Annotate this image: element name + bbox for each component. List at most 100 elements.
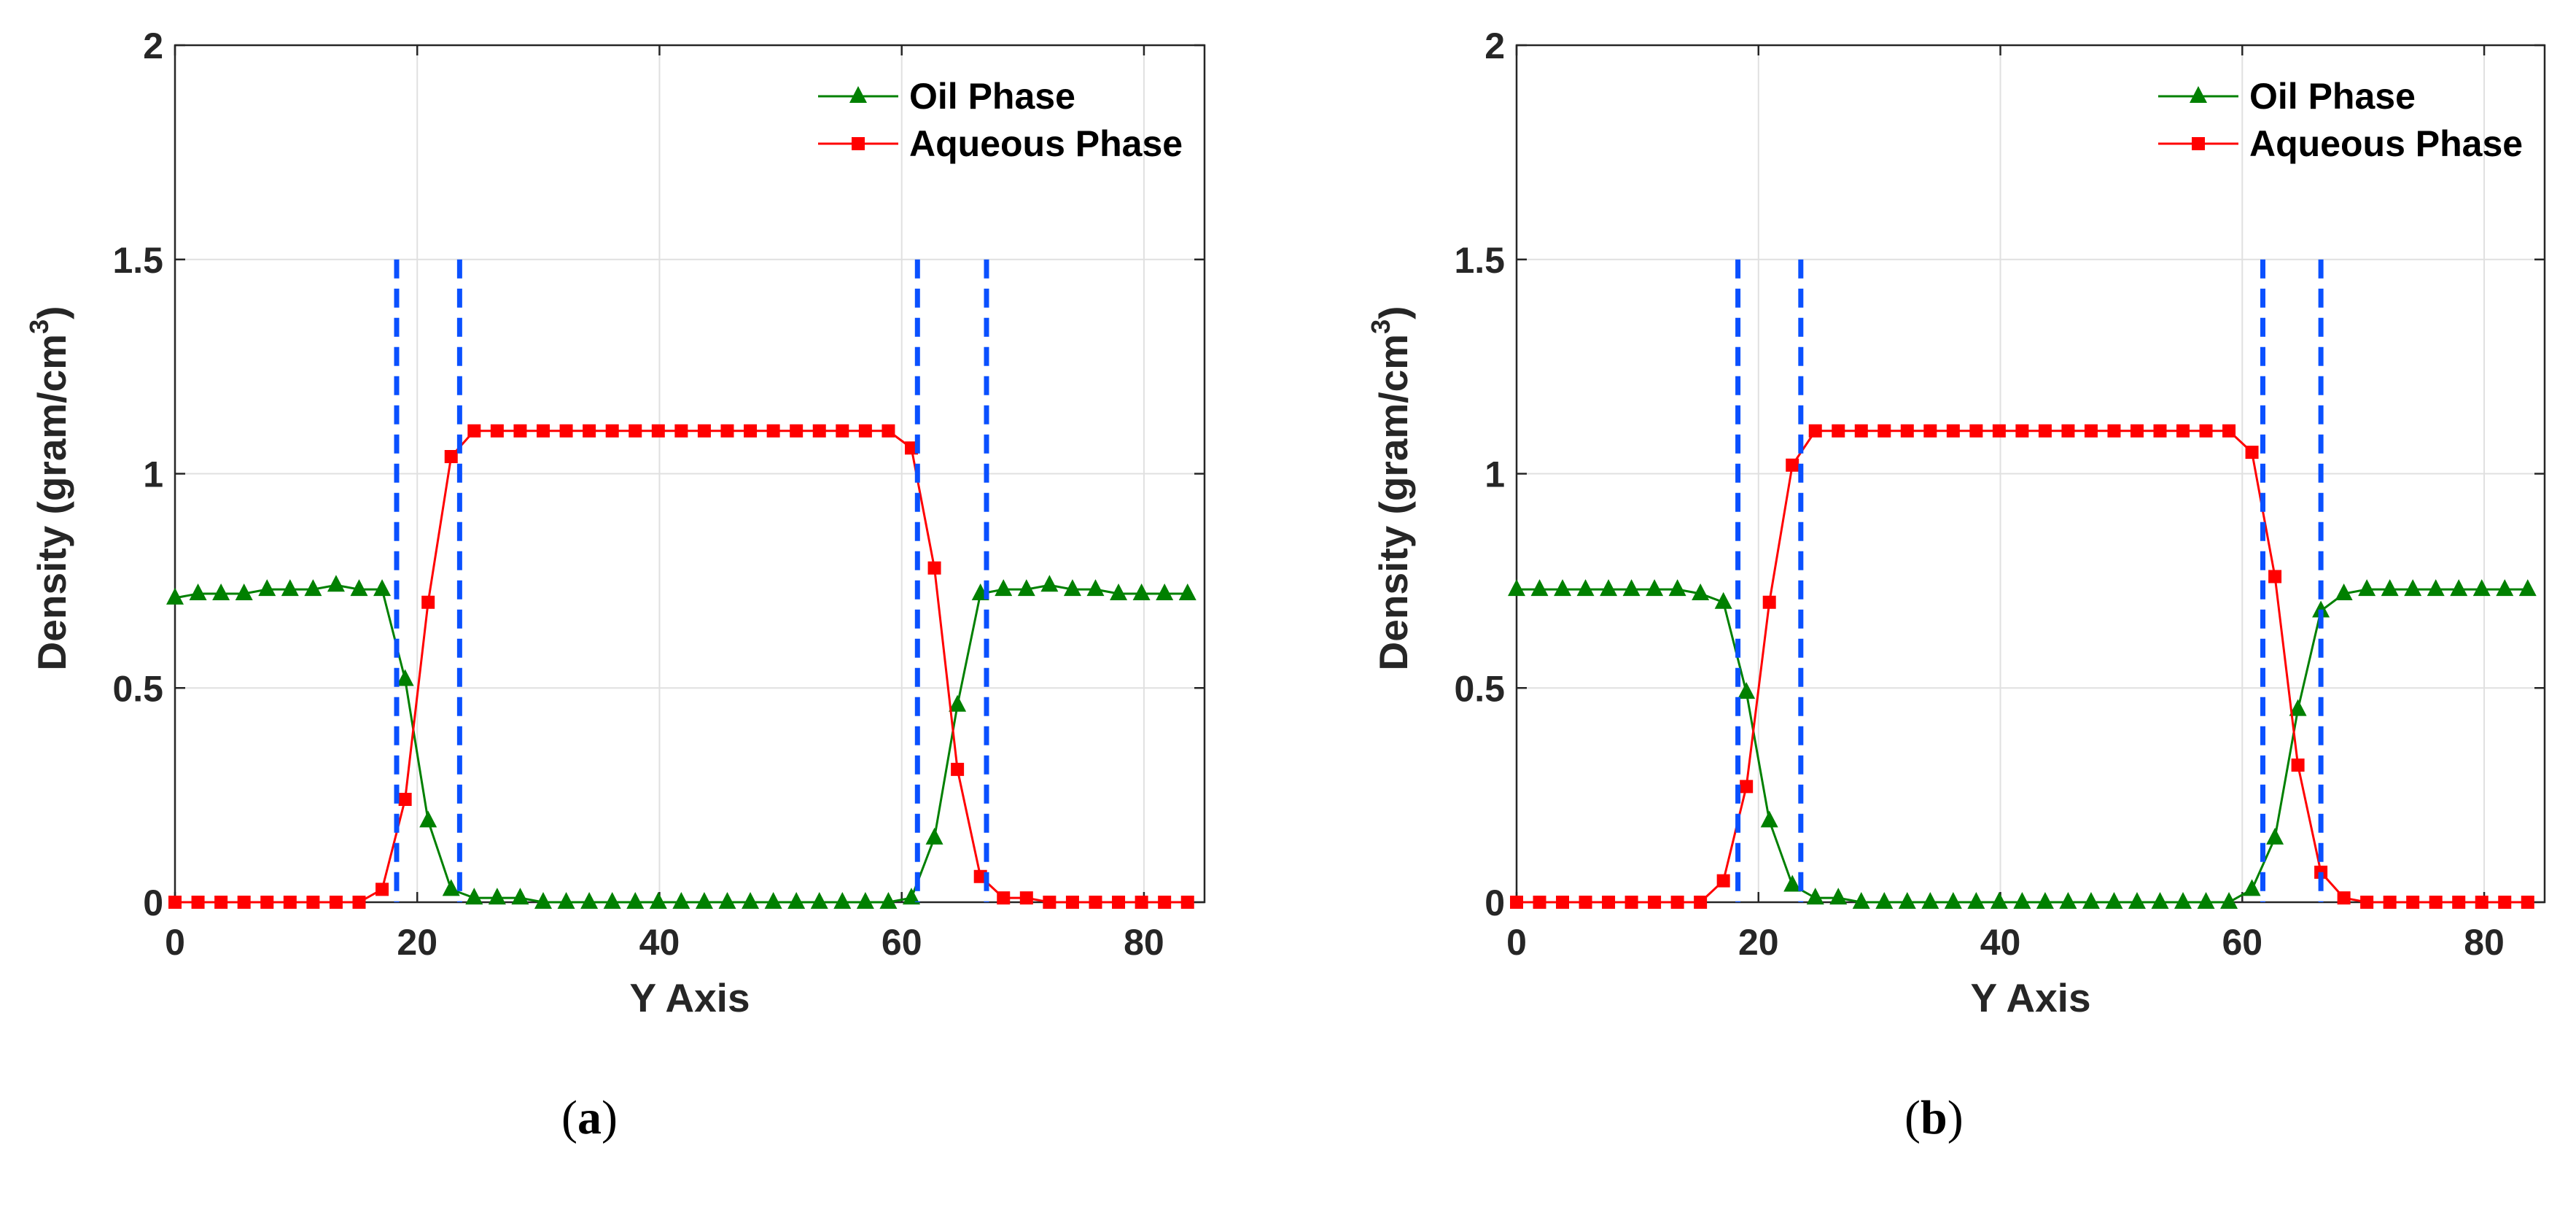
y-axis-label-close: ) bbox=[29, 306, 74, 319]
aqueous-phase-point bbox=[997, 891, 1011, 905]
chart-panel-a: 0 20 40 60 80 0 0.5 1 1.5 2 Y Axis Density (gram/cm… bbox=[24, 26, 1206, 1020]
aqueous-phase-point bbox=[1808, 424, 1822, 438]
x-tick-label: 40 bbox=[639, 922, 680, 963]
oil-phase-point bbox=[1086, 579, 1105, 597]
oil-phase-point bbox=[2266, 827, 2284, 845]
oil-phase-point bbox=[1921, 892, 1939, 909]
aqueous-phase-point bbox=[1112, 896, 1126, 909]
aqueous-phase-point bbox=[697, 424, 711, 438]
oil-phase-point bbox=[949, 694, 967, 712]
oil-phase-point bbox=[2472, 579, 2491, 597]
y-tick-label: 0.5 bbox=[1454, 668, 1505, 709]
oil-phase-point bbox=[2036, 892, 2054, 909]
legend-aqueous-marker bbox=[2192, 137, 2205, 150]
aqueous-phase-point bbox=[375, 883, 389, 896]
aqueous-phase-point bbox=[1694, 896, 1708, 909]
oil-phase-point bbox=[856, 892, 874, 909]
y-axis-label-main: Density (gram/cm bbox=[1371, 334, 1416, 671]
oil-phase-point bbox=[1806, 888, 1824, 905]
oil-phase-point bbox=[1646, 579, 1664, 597]
aqueous-phase-point bbox=[513, 424, 527, 438]
oil-phase-point bbox=[1714, 592, 1732, 609]
aqueous-phase-point bbox=[1065, 896, 1079, 909]
aqueous-phase-point bbox=[168, 896, 182, 909]
chart-panel-b: 0 20 40 60 80 0 0.5 1 1.5 2 Y Axis Density (gram/cm… bbox=[1366, 26, 2546, 1020]
y-axis-label-superscript: 3 bbox=[1366, 319, 1396, 334]
aqueous-phase-point bbox=[237, 896, 251, 909]
y-tick-label: 1.5 bbox=[112, 240, 163, 281]
aqueous-phase-point bbox=[2268, 570, 2282, 583]
x-tick-label: 20 bbox=[1738, 922, 1779, 963]
oil-phase-point bbox=[1600, 579, 1618, 597]
y-axis-label: Density (gram/cm3) bbox=[24, 306, 74, 671]
oil-phase-point bbox=[212, 583, 230, 600]
aqueous-phase-point bbox=[812, 424, 826, 438]
oil-phase-point bbox=[166, 587, 184, 605]
aqueous-phase-point bbox=[2084, 424, 2098, 438]
y-tick-label: 1.5 bbox=[1454, 240, 1505, 281]
x-tick-label: 40 bbox=[1980, 922, 2021, 963]
oil-phase-point bbox=[511, 888, 529, 905]
aqueous-phase-point bbox=[904, 441, 918, 455]
oil-phase-point bbox=[2059, 892, 2077, 909]
oil-phase-point bbox=[1576, 579, 1595, 597]
aqueous-phase-point bbox=[2291, 759, 2305, 772]
y-tick-label: 0.5 bbox=[112, 668, 163, 709]
aqueous-phase-point bbox=[1716, 874, 1730, 888]
oil-phase-point bbox=[189, 583, 207, 600]
oil-phase-point bbox=[534, 892, 552, 909]
aqueous-phase-point bbox=[2061, 424, 2075, 438]
oil-phase-point bbox=[1967, 892, 1985, 909]
aqueous-phase-point bbox=[1510, 896, 1523, 909]
oil-phase-point bbox=[925, 827, 943, 845]
oil-phase-point bbox=[1829, 888, 1848, 905]
aqueous-phase-point bbox=[1602, 896, 1616, 909]
oil-phase-point bbox=[1132, 583, 1151, 600]
aqueous-phase-point bbox=[882, 424, 895, 438]
oil-phase-point bbox=[350, 579, 368, 597]
aqueous-phase-point bbox=[260, 896, 274, 909]
aqueous-phase-point bbox=[2038, 424, 2052, 438]
oil-phase-point bbox=[1156, 583, 1174, 600]
aqueous-phase-point bbox=[467, 424, 481, 438]
legend-aqueous-marker bbox=[852, 137, 865, 150]
oil-phase-point bbox=[833, 892, 852, 909]
aqueous-phase-point bbox=[559, 424, 573, 438]
aqueous-phase-point bbox=[1854, 424, 1868, 438]
oil-phase-point bbox=[2151, 892, 2169, 909]
aqueous-phase-point bbox=[651, 424, 665, 438]
oil-phase-point bbox=[810, 892, 828, 909]
legend: Oil Phase Aqueous Phase bbox=[2158, 76, 2523, 164]
oil-phase-point bbox=[879, 892, 898, 909]
oil-phase-point bbox=[2381, 579, 2399, 597]
aqueous-phase-point bbox=[1969, 424, 1983, 438]
aqueous-phase-point bbox=[2429, 896, 2443, 909]
legend-aqueous-label: Aqueous Phase bbox=[909, 123, 1183, 164]
oil-phase-point bbox=[603, 892, 621, 909]
oil-phase-point bbox=[1110, 583, 1128, 600]
oil-phase-point bbox=[649, 892, 667, 909]
aqueous-phase-point bbox=[2521, 896, 2534, 909]
legend: Oil Phase Aqueous Phase bbox=[818, 76, 1183, 164]
oil-phase-point bbox=[2450, 579, 2468, 597]
aqueous-phase-point bbox=[536, 424, 550, 438]
aqueous-phase-point bbox=[1670, 896, 1684, 909]
aqueous-phase-point bbox=[2153, 424, 2167, 438]
aqueous-phase-point bbox=[744, 424, 758, 438]
aqueous-phase-point bbox=[2130, 424, 2144, 438]
aqueous-phase-point bbox=[1180, 896, 1194, 909]
aqueous-phase-point bbox=[1533, 896, 1546, 909]
oil-phase-point bbox=[1178, 583, 1196, 600]
oil-phase-point bbox=[1944, 892, 1962, 909]
aqueous-phase-point bbox=[720, 424, 734, 438]
oil-phase-point bbox=[695, 892, 713, 909]
aqueous-phase-point bbox=[2452, 896, 2466, 909]
oil-phase-point bbox=[1852, 892, 1870, 909]
x-tick-label: 0 bbox=[1506, 922, 1527, 963]
oil-phase-point bbox=[902, 888, 920, 905]
aqueous-phase-point bbox=[2176, 424, 2190, 438]
oil-phase-point bbox=[580, 892, 599, 909]
legend-aqueous-label: Aqueous Phase bbox=[2249, 123, 2523, 164]
aqueous-phase-point bbox=[629, 424, 642, 438]
aqueous-phase-point bbox=[1740, 780, 1754, 794]
